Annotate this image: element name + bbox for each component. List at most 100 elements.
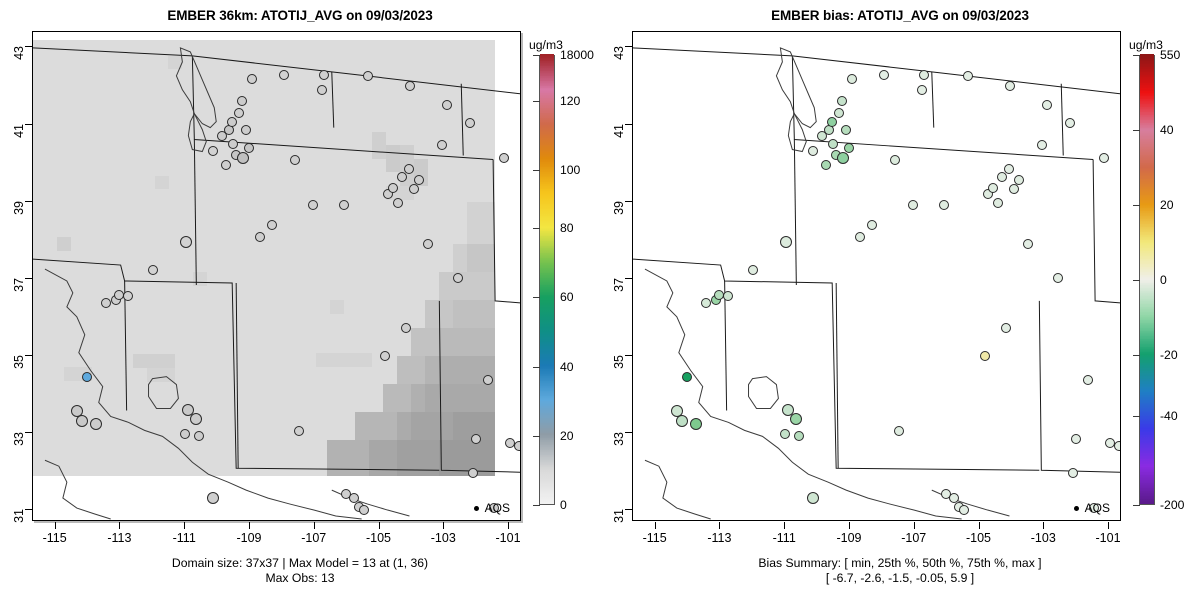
colorbar-segment <box>1140 150 1154 155</box>
colorbar-segment <box>540 485 554 490</box>
x-tick <box>913 522 915 529</box>
colorbar-segment <box>1140 67 1154 72</box>
aqs-station-marker <box>244 143 254 153</box>
aqs-legend-label: AQS <box>1084 501 1110 515</box>
colorbar-segment <box>540 170 554 175</box>
colorbar-segment <box>1140 59 1154 64</box>
colorbar-segment <box>540 394 554 399</box>
colorbar-segment <box>1140 113 1154 118</box>
colorbar-tick <box>1133 130 1140 131</box>
colorbar-segment <box>540 172 554 177</box>
aqs-station-marker <box>1023 239 1033 249</box>
aqs-station-marker <box>1083 375 1093 385</box>
colorbar-segment <box>540 433 554 438</box>
colorbar-tick-label: 20 <box>1160 198 1174 212</box>
aqs-station-marker <box>228 139 238 149</box>
colorbar-segment <box>1140 425 1154 430</box>
aqs-station-marker <box>483 375 493 385</box>
colorbar-segment <box>1140 289 1154 294</box>
colorbar-segment <box>540 258 554 263</box>
colorbar-segment <box>1140 161 1154 166</box>
colorbar-segment <box>540 123 554 128</box>
aqs-station-marker <box>194 431 204 441</box>
colorbar-segment <box>540 298 554 303</box>
colorbar-segment <box>540 81 554 86</box>
map-canvas-bias[interactable]: AQS <box>632 31 1121 521</box>
colorbar-segment <box>1140 441 1154 446</box>
colorbar-segment <box>540 133 554 138</box>
aqs-station-marker <box>237 96 247 106</box>
y-tick-label: 37 <box>612 277 626 292</box>
colorbar-segment <box>540 76 554 81</box>
colorbar-segment <box>1140 147 1154 152</box>
aqs-station-marker <box>894 426 904 436</box>
colorbar-segment <box>1140 310 1154 315</box>
x-tick <box>654 522 656 529</box>
colorbar-segment <box>540 83 554 88</box>
colorbar-segment <box>1140 358 1154 363</box>
colorbar-tick-label: -200 <box>1160 498 1185 512</box>
colorbar-segment <box>540 120 554 125</box>
colorbar-segment <box>1140 110 1154 115</box>
aqs-station-marker <box>247 74 257 84</box>
colorbar-segment <box>540 246 554 251</box>
raster-cell <box>330 300 344 314</box>
colorbar-segment <box>540 357 554 362</box>
colorbar-segment <box>540 411 554 416</box>
colorbar-segment <box>540 487 554 492</box>
colorbar-segment <box>1140 377 1154 382</box>
colorbar-segment <box>1140 206 1154 211</box>
colorbar-segment <box>540 384 554 389</box>
raster-cell <box>467 202 495 244</box>
colorbar-segment <box>540 275 554 280</box>
colorbar-segment <box>540 239 554 244</box>
colorbar-tick-label: 550 <box>1160 48 1181 62</box>
caption-bias-line1: Bias Summary: [ min, 25th %, 50th %, 75t… <box>758 556 1042 570</box>
aqs-dot-icon <box>473 505 479 511</box>
aqs-station-marker <box>404 164 414 174</box>
x-tick <box>719 522 721 529</box>
colorbar-segment <box>1140 478 1154 483</box>
colorbar-segment <box>1140 131 1154 136</box>
x-tick <box>784 522 786 529</box>
colorbar-segment <box>540 66 554 71</box>
aqs-station-marker <box>76 415 88 427</box>
colorbar-segment <box>540 497 554 502</box>
x-tick-label: -109 <box>836 531 862 545</box>
colorbar-segment <box>540 143 554 148</box>
colorbar-segment <box>540 64 554 69</box>
colorbar-segment <box>1140 286 1154 291</box>
colorbar-segment <box>540 234 554 239</box>
colorbar-segment <box>1140 65 1154 70</box>
colorbar-segment <box>540 347 554 352</box>
map-canvas-model[interactable]: AQS <box>32 31 521 521</box>
colorbar-segment <box>1140 246 1154 251</box>
colorbar-segment <box>540 248 554 253</box>
aqs-station-marker <box>988 183 998 193</box>
colorbar-segment <box>540 118 554 123</box>
colorbar-segment <box>1140 315 1154 320</box>
aqs-station-marker <box>808 146 818 156</box>
colorbar-segment <box>1140 387 1154 392</box>
colorbar-tick-label: 0 <box>560 498 567 512</box>
x-tick-label: -115 <box>642 531 667 545</box>
aqs-station-marker <box>227 117 237 127</box>
x-tick-label: -105 <box>365 531 392 545</box>
colorbar-segment <box>540 96 554 101</box>
colorbar-segment <box>540 88 554 93</box>
colorbar-segment <box>1140 414 1154 419</box>
aqs-station-marker <box>437 140 447 150</box>
colorbar-segment <box>1140 86 1154 91</box>
colorbar-segment <box>540 401 554 406</box>
colorbar-segment <box>540 192 554 197</box>
colorbar-segment <box>1140 422 1154 427</box>
aqs-station-marker <box>1053 273 1063 283</box>
aqs-station-marker <box>794 431 804 441</box>
colorbar-segment <box>540 288 554 293</box>
panel-bias-title: EMBER bias: ATOTIJ_AVG on 09/03/2023 <box>771 8 1029 23</box>
aqs-station-marker <box>828 139 838 149</box>
aqs-station-marker <box>148 265 158 275</box>
x-tick-label: -103 <box>1030 531 1056 545</box>
colorbar-segment <box>540 285 554 290</box>
colorbar-tick <box>533 505 540 506</box>
